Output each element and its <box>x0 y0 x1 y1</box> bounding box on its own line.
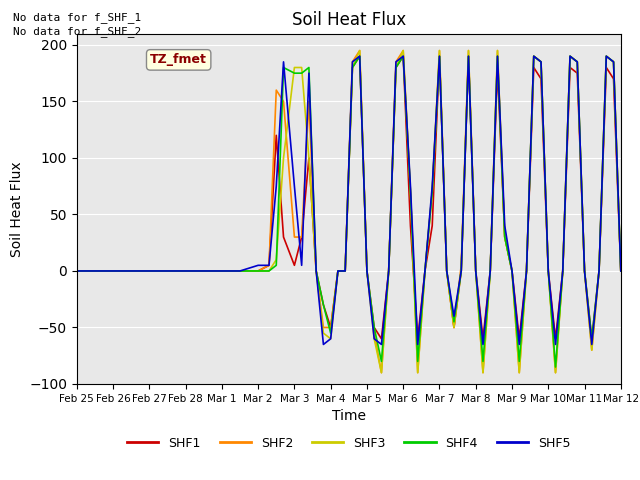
Text: TZ_fmet: TZ_fmet <box>150 53 207 66</box>
X-axis label: Time: Time <box>332 409 366 423</box>
Title: Soil Heat Flux: Soil Heat Flux <box>292 11 406 29</box>
Legend: SHF1, SHF2, SHF3, SHF4, SHF5: SHF1, SHF2, SHF3, SHF4, SHF5 <box>122 432 575 455</box>
Y-axis label: Soil Heat Flux: Soil Heat Flux <box>10 161 24 257</box>
Text: No data for f_SHF_2: No data for f_SHF_2 <box>13 26 141 37</box>
Text: No data for f_SHF_1: No data for f_SHF_1 <box>13 12 141 23</box>
